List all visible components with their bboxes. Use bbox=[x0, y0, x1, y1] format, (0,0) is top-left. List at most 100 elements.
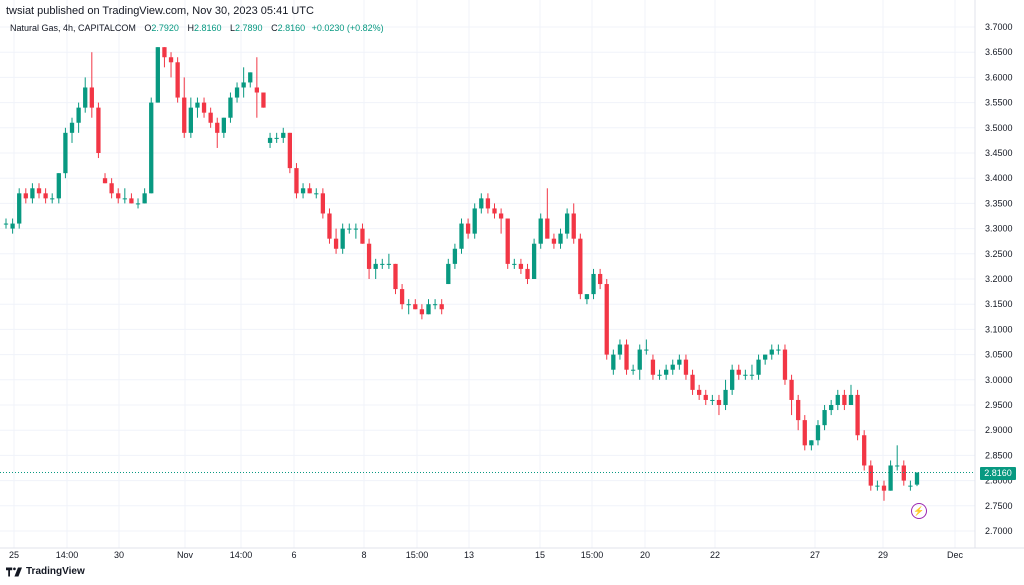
candle bbox=[855, 389, 860, 441]
candle-body bbox=[551, 238, 557, 244]
candle bbox=[716, 394, 722, 416]
candle-body bbox=[69, 122, 75, 133]
candle-body bbox=[749, 374, 755, 376]
price-axis[interactable]: 3.7000 3.6500 3.6000 3.5500 3.5000 3.4500 3.40… bbox=[985, 22, 1013, 536]
candle bbox=[763, 354, 768, 365]
candle bbox=[756, 354, 761, 380]
lightning-alert-icon[interactable]: ⚡ bbox=[911, 503, 927, 519]
candle bbox=[862, 430, 867, 471]
candle bbox=[498, 208, 504, 234]
y-tick-label: 2.8500 bbox=[985, 450, 1013, 460]
candle bbox=[888, 460, 893, 491]
y-tick-label: 3.0000 bbox=[985, 375, 1013, 385]
candle-body bbox=[281, 132, 286, 138]
candle-body bbox=[697, 389, 702, 395]
candle bbox=[518, 258, 524, 274]
y-tick-label: 3.1000 bbox=[985, 324, 1013, 334]
candle bbox=[155, 47, 160, 103]
candle bbox=[842, 389, 847, 411]
candle-body bbox=[399, 289, 405, 305]
candle-body bbox=[162, 47, 167, 58]
x-tick-label: 15 bbox=[535, 550, 545, 560]
candle-body bbox=[96, 107, 101, 153]
candle bbox=[439, 299, 444, 315]
candle bbox=[228, 92, 233, 123]
candles bbox=[3, 47, 920, 501]
candle bbox=[69, 117, 75, 143]
time-axis[interactable]: 25 14:00 30 Nov 14:00 6 8 15:00 13 15 15:00 20 22 27 2… bbox=[9, 550, 964, 560]
candle bbox=[492, 203, 497, 219]
candle bbox=[406, 299, 411, 315]
candle bbox=[677, 354, 682, 370]
candle-body bbox=[875, 485, 880, 487]
candle bbox=[796, 394, 801, 431]
y-tick-label: 3.2500 bbox=[985, 249, 1013, 259]
y-tick-label: 2.9000 bbox=[985, 425, 1013, 435]
candle-body bbox=[215, 122, 220, 133]
x-tick-label: 20 bbox=[640, 550, 650, 560]
candle-body bbox=[221, 117, 226, 133]
candle bbox=[710, 394, 715, 405]
candle-body bbox=[789, 379, 794, 400]
grid-lines bbox=[0, 0, 975, 548]
close-label: C bbox=[271, 23, 278, 33]
y-tick-label: 3.6500 bbox=[985, 47, 1013, 57]
candle-body bbox=[208, 112, 213, 123]
candle bbox=[769, 344, 774, 360]
candle-body bbox=[670, 364, 675, 370]
candle-body bbox=[353, 228, 359, 230]
candle bbox=[591, 268, 596, 300]
open-value: 2.7920 bbox=[151, 23, 179, 33]
candle-body bbox=[142, 193, 147, 204]
candle bbox=[551, 233, 557, 249]
candle-body bbox=[83, 87, 88, 108]
candle-body bbox=[109, 183, 114, 194]
candle bbox=[743, 369, 748, 380]
candle-body bbox=[314, 193, 319, 195]
candle bbox=[248, 72, 253, 88]
x-tick-label: 13 bbox=[464, 550, 474, 560]
candle bbox=[314, 188, 319, 199]
candle-body bbox=[307, 188, 312, 194]
footer-brand[interactable]: TradingView bbox=[6, 566, 85, 577]
candle-body bbox=[564, 213, 570, 234]
low-label: L bbox=[230, 23, 236, 33]
candle-body bbox=[855, 394, 860, 436]
candle-body bbox=[624, 344, 629, 370]
candle-body bbox=[201, 102, 207, 113]
candle-body bbox=[584, 294, 590, 300]
candle bbox=[683, 354, 689, 380]
change-value: +0.0230 (+0.82%) bbox=[311, 23, 384, 33]
candle bbox=[76, 102, 81, 133]
x-tick-label: 14:00 bbox=[230, 550, 253, 560]
publisher-line: twsiat published on TradingView.com, Nov… bbox=[6, 5, 314, 17]
symbol-title[interactable]: Natural Gas, 4h, CAPITALCOM bbox=[10, 23, 136, 33]
y-tick-label: 3.0500 bbox=[985, 350, 1013, 360]
candle-body bbox=[637, 349, 642, 370]
candle bbox=[353, 223, 359, 239]
candle bbox=[149, 97, 154, 194]
candle bbox=[274, 132, 279, 143]
candle-body bbox=[617, 344, 623, 355]
candle bbox=[637, 344, 642, 380]
candle bbox=[782, 344, 788, 385]
candle bbox=[730, 364, 735, 395]
y-tick-label: 3.3000 bbox=[985, 224, 1013, 234]
candle-body bbox=[630, 369, 636, 371]
candle bbox=[89, 52, 94, 118]
candle bbox=[23, 188, 28, 204]
candle-body bbox=[340, 228, 345, 249]
candle-body bbox=[3, 223, 9, 225]
x-tick-label: 22 bbox=[710, 550, 720, 560]
candle bbox=[83, 77, 88, 113]
candle-body bbox=[287, 132, 293, 169]
candle bbox=[597, 268, 603, 290]
candle bbox=[650, 354, 656, 380]
candle bbox=[829, 399, 834, 416]
candle bbox=[300, 183, 306, 199]
y-tick-label: 3.5500 bbox=[985, 98, 1013, 108]
candle-body bbox=[756, 359, 761, 375]
high-value: 2.8160 bbox=[193, 23, 222, 33]
candle bbox=[201, 97, 207, 118]
